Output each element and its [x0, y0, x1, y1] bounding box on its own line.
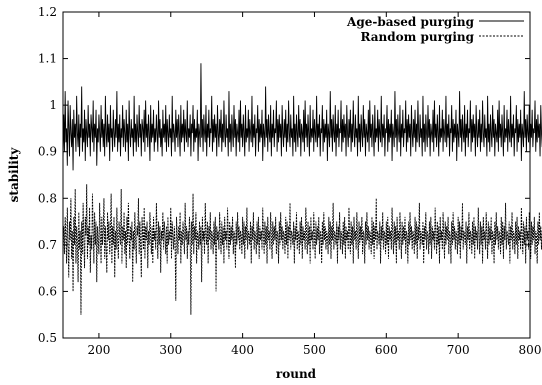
- y-tick-label: 0.6: [38, 284, 57, 298]
- y-tick-label: 1: [49, 98, 57, 112]
- legend-label-random: Random purging: [360, 30, 474, 44]
- y-tick-label: 0.8: [38, 191, 57, 205]
- y-axis-label: stability: [7, 147, 21, 203]
- plot-frame: [62, 11, 531, 339]
- x-tick-label: 600: [375, 343, 398, 357]
- series-line-random: [62, 184, 542, 315]
- y-tick-label: 0.7: [38, 238, 57, 252]
- x-axis-ticks: 200 300 400 500 600 700 800: [87, 12, 541, 357]
- x-tick-label: 700: [447, 343, 470, 357]
- y-tick-label: 0.9: [38, 145, 57, 159]
- legend-label-age-based: Age-based purging: [346, 15, 475, 29]
- y-axis-ticks: 0.5 0.6 0.7 0.8 0.9 1 1.1 1.2: [38, 5, 530, 345]
- y-tick-label: 0.5: [38, 331, 57, 345]
- x-tick-label: 500: [303, 343, 326, 357]
- x-tick-label: 200: [87, 343, 110, 357]
- x-tick-label: 800: [519, 343, 542, 357]
- x-axis-label: round: [276, 367, 317, 381]
- y-tick-label: 1.1: [38, 52, 57, 66]
- x-tick-label: 300: [159, 343, 182, 357]
- legend: Age-based purging Random purging: [346, 15, 524, 44]
- series-line-age-based: [62, 63, 542, 171]
- y-tick-label: 1.2: [38, 5, 57, 19]
- x-tick-label: 400: [231, 343, 254, 357]
- series-layer: [62, 63, 542, 315]
